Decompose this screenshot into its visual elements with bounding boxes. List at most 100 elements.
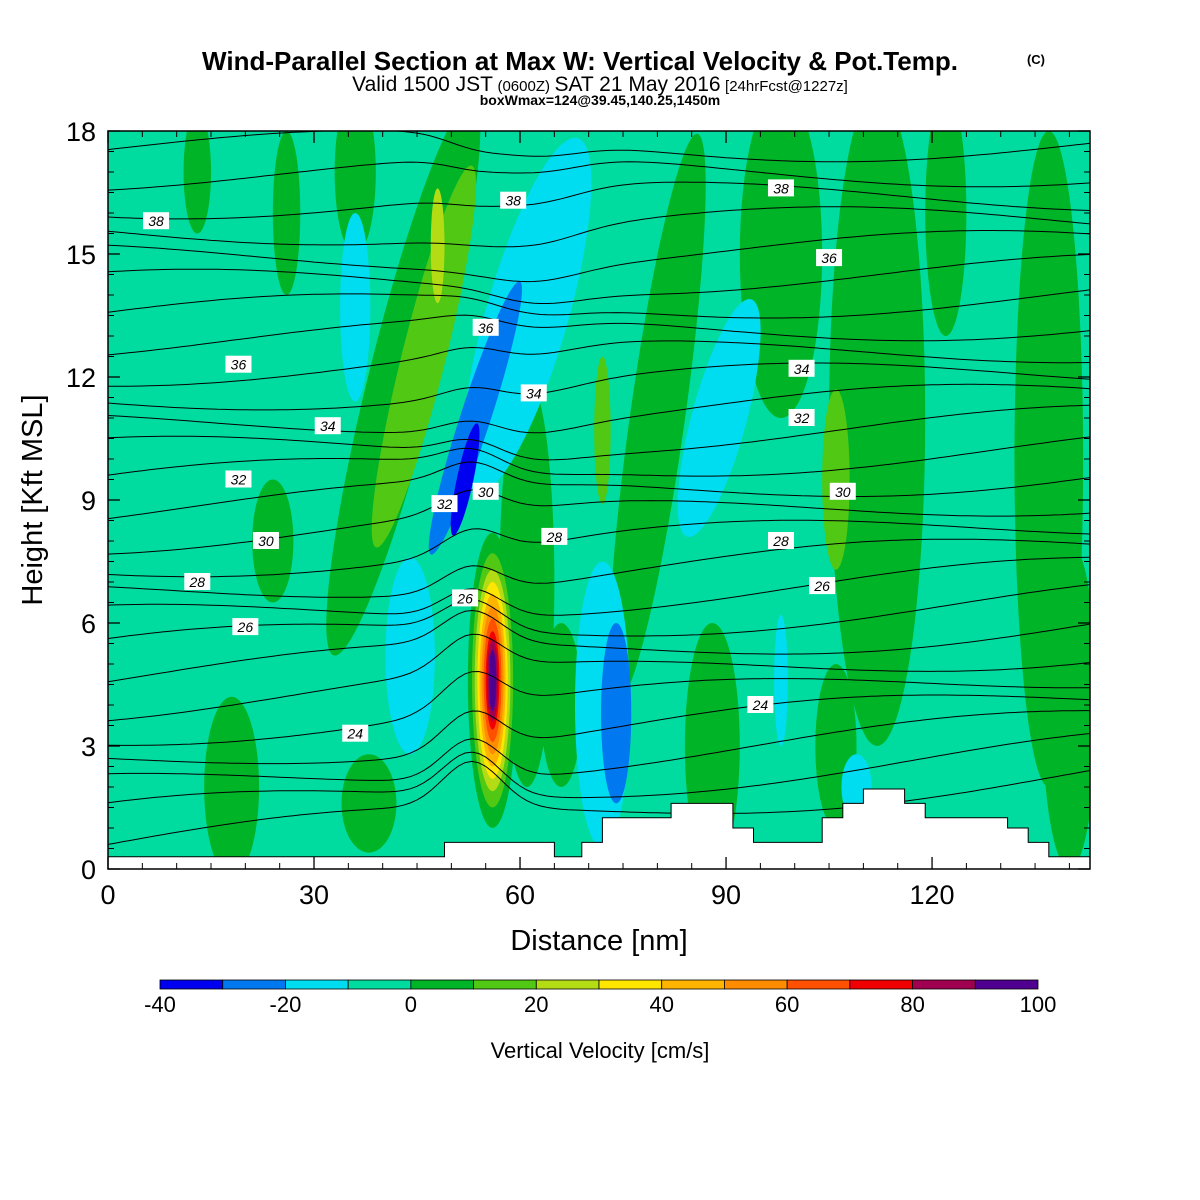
svg-text:26: 26 — [237, 619, 254, 635]
y-tick-label: 18 — [66, 117, 96, 147]
theta-contour-line — [108, 633, 1090, 722]
svg-text:32: 32 — [231, 472, 247, 488]
svg-text:38: 38 — [505, 193, 521, 209]
x-tick-label: 60 — [505, 880, 535, 910]
velocity-field — [183, 131, 1090, 869]
contour-label: 34 — [788, 359, 815, 377]
theta-contour-line — [108, 538, 1090, 598]
colorbar-swatch — [535, 979, 600, 990]
colorbar-swatch — [912, 979, 976, 990]
theta-contour-line — [108, 760, 1090, 845]
updraft-weak-11 — [334, 131, 376, 254]
colorbar-tick-label: -40 — [144, 992, 176, 1017]
theta-contour-line — [108, 436, 1090, 477]
x-tick-label: 90 — [711, 880, 741, 910]
svg-text:34: 34 — [794, 361, 810, 377]
theta-contour-line — [108, 131, 1090, 163]
colorbar-swatch — [724, 979, 788, 990]
colorbar-swatch — [974, 979, 1039, 990]
contour-label: 32 — [788, 409, 815, 426]
svg-text:28: 28 — [772, 533, 789, 549]
contour-label: 32 — [225, 470, 252, 488]
forecast-info: [24hrFcst@1227z] — [725, 78, 848, 95]
contour-label: 34 — [314, 417, 341, 435]
downdraft-light-a — [340, 212, 371, 402]
theta-contour-line — [108, 206, 1090, 248]
colorbar-swatch — [661, 979, 725, 990]
theta-contour-line — [108, 519, 1090, 578]
svg-text:24: 24 — [346, 726, 363, 742]
updraft-weak-0 — [204, 696, 260, 869]
valid-utc: (0600Z) — [497, 78, 550, 95]
colorbar-swatch — [598, 979, 663, 990]
x-tick-label: 120 — [910, 880, 955, 910]
downdraft-light-f — [774, 614, 788, 747]
colorbar-swatch — [786, 979, 851, 990]
theta-contour-line — [108, 609, 1090, 683]
downdraft-light-e — [677, 298, 761, 538]
downdraft-light-c — [385, 557, 435, 755]
theta-contour-line — [108, 404, 1090, 461]
y-tick-label: 0 — [81, 855, 96, 885]
contour-label: 30 — [252, 532, 279, 549]
colorbar-tick-label: 80 — [900, 992, 924, 1017]
contour-label: 38 — [143, 212, 170, 230]
colorbar-tick-label: 60 — [775, 992, 799, 1017]
downdraft-core — [450, 423, 480, 536]
contour-label: 36 — [225, 355, 252, 373]
theta-contour-line — [108, 289, 1090, 319]
colorbar-swatch — [473, 979, 537, 990]
updraft-band-c — [822, 389, 850, 570]
colorbar-swatch — [849, 979, 913, 990]
theta-contour-line — [108, 340, 1090, 387]
updraft-band-d — [430, 188, 445, 304]
box-info: boxWmax=124@39.45,140.25,1450m — [480, 92, 721, 108]
updraft-weak-14 — [183, 131, 212, 234]
theta-contour-line — [108, 461, 1090, 520]
contour-labels: 24 24 26 26 26 28 28 28 30 30 30 32 32 32 34 34 34 36 36 36… — [143, 179, 856, 742]
x-tick-label: 30 — [299, 880, 329, 910]
updraft-weak-12 — [272, 131, 301, 295]
colorbar-tick-label: 40 — [649, 992, 673, 1017]
svg-text:34: 34 — [320, 418, 336, 434]
theta-contour-line — [108, 694, 1090, 765]
updraft-weak-1 — [341, 754, 397, 853]
svg-text:30: 30 — [258, 533, 274, 549]
updraft-weak-8 — [829, 131, 926, 746]
theta-contour-line — [108, 383, 1090, 434]
updraft-weak-5 — [609, 133, 706, 703]
x-tick-label: 0 — [100, 880, 115, 910]
contour-label: 30 — [829, 482, 856, 500]
contour-label: 28 — [541, 527, 568, 545]
theta-contours — [108, 131, 1090, 845]
theta-contour-line — [108, 584, 1090, 639]
svg-text:30: 30 — [478, 484, 494, 500]
contour-label: 36 — [816, 249, 843, 267]
colorbar-swatch — [410, 979, 474, 990]
svg-text:32: 32 — [437, 496, 453, 512]
svg-text:28: 28 — [188, 574, 205, 590]
svg-text:28: 28 — [546, 529, 563, 545]
valid-date: SAT 21 May 2016 — [554, 73, 720, 96]
svg-text:38: 38 — [773, 180, 789, 196]
svg-text:36: 36 — [821, 250, 837, 266]
colorbar: -40 -20 0 20 40 60 80 100 — [144, 979, 1056, 1017]
contour-label: 26 — [809, 577, 836, 595]
x-axis-label: Distance [nm] — [510, 925, 687, 957]
svg-text:36: 36 — [231, 357, 247, 373]
y-tick-label: 6 — [81, 609, 96, 639]
contour-label: 28 — [184, 573, 211, 590]
terrain — [108, 788, 1090, 869]
svg-text:32: 32 — [794, 410, 810, 426]
colorbar-swatch — [222, 979, 286, 990]
svg-text:30: 30 — [835, 484, 851, 500]
contour-label: 36 — [472, 318, 499, 336]
theta-contour-line — [108, 254, 1090, 304]
contour-label: 24 — [342, 724, 369, 742]
contour-label: 38 — [500, 191, 527, 209]
svg-text:26: 26 — [813, 578, 830, 594]
copyright-mark: (C) — [1027, 52, 1045, 67]
updraft-weak-7 — [739, 131, 823, 418]
colorbar-label: Vertical Velocity [cm/s] — [491, 1038, 710, 1063]
